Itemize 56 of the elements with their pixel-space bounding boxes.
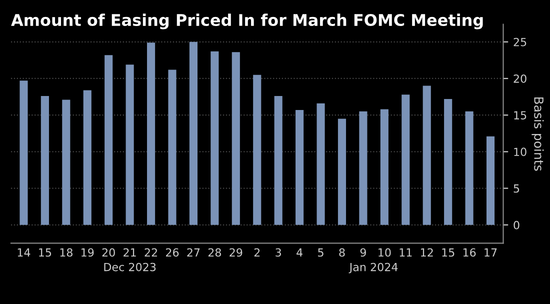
text: Dec 2023 bbox=[104, 262, 156, 272]
bar bbox=[40, 96, 49, 225]
y-tick-label: 20 bbox=[514, 74, 526, 83]
bar bbox=[62, 100, 70, 225]
y-tick-label: 5 bbox=[514, 184, 520, 193]
x-tick-label: 15 bbox=[39, 248, 52, 257]
x-tick-label: 10 bbox=[378, 248, 391, 257]
bar bbox=[316, 103, 325, 225]
bar bbox=[486, 136, 495, 225]
x-tick-label: 9 bbox=[360, 248, 366, 257]
bar bbox=[359, 111, 368, 225]
x-tick-label: 28 bbox=[208, 248, 221, 257]
bar bbox=[422, 86, 431, 225]
x-tick-label: 11 bbox=[400, 248, 412, 257]
bar bbox=[232, 52, 240, 225]
x-tick-label: 15 bbox=[442, 248, 454, 257]
x-tick-label: 27 bbox=[187, 248, 200, 257]
y-tick-label: 10 bbox=[514, 148, 526, 156]
y-axis-title: Basis points bbox=[532, 97, 544, 171]
bar bbox=[168, 70, 176, 225]
bar bbox=[210, 51, 219, 225]
x-tick-label: 18 bbox=[60, 248, 72, 257]
bar bbox=[83, 90, 92, 225]
bar bbox=[189, 42, 198, 225]
x-tick-label: 5 bbox=[318, 248, 324, 257]
x-tick-label: 3 bbox=[276, 248, 281, 257]
x-tick-label: 22 bbox=[144, 248, 157, 257]
x-tick-label: 2 bbox=[254, 248, 260, 257]
chart-title: Amount of Easing Priced In for March FOMC Meeting bbox=[11, 14, 483, 30]
bar bbox=[253, 74, 262, 225]
y-tick-label: 0 bbox=[514, 220, 520, 230]
x-tick-label: 26 bbox=[166, 248, 179, 257]
bar bbox=[104, 55, 113, 225]
x-tick-label: 8 bbox=[339, 248, 345, 257]
x-tick-label: 19 bbox=[82, 248, 94, 257]
bar bbox=[126, 64, 134, 225]
x-tick-label: 20 bbox=[102, 248, 115, 257]
bar bbox=[444, 98, 452, 225]
bar bbox=[20, 80, 28, 225]
bar bbox=[274, 96, 282, 225]
y-tick-label: 15 bbox=[514, 111, 526, 120]
x-tick-label: 16 bbox=[463, 248, 476, 257]
x-tick-label: 21 bbox=[124, 248, 136, 257]
x-tick-label: 4 bbox=[296, 248, 302, 257]
bar bbox=[380, 109, 388, 225]
x-tick-label: 12 bbox=[421, 248, 433, 257]
bar bbox=[402, 94, 410, 225]
x-tick-label: 17 bbox=[484, 248, 497, 257]
text: Jan 2024 bbox=[348, 262, 398, 274]
x-tick-label: 14 bbox=[18, 248, 30, 257]
bar bbox=[296, 110, 304, 225]
y-tick-label: 25 bbox=[514, 38, 526, 46]
bar bbox=[465, 111, 474, 225]
x-tick-label: 29 bbox=[230, 248, 242, 257]
bar bbox=[338, 118, 346, 225]
bar bbox=[147, 42, 156, 225]
